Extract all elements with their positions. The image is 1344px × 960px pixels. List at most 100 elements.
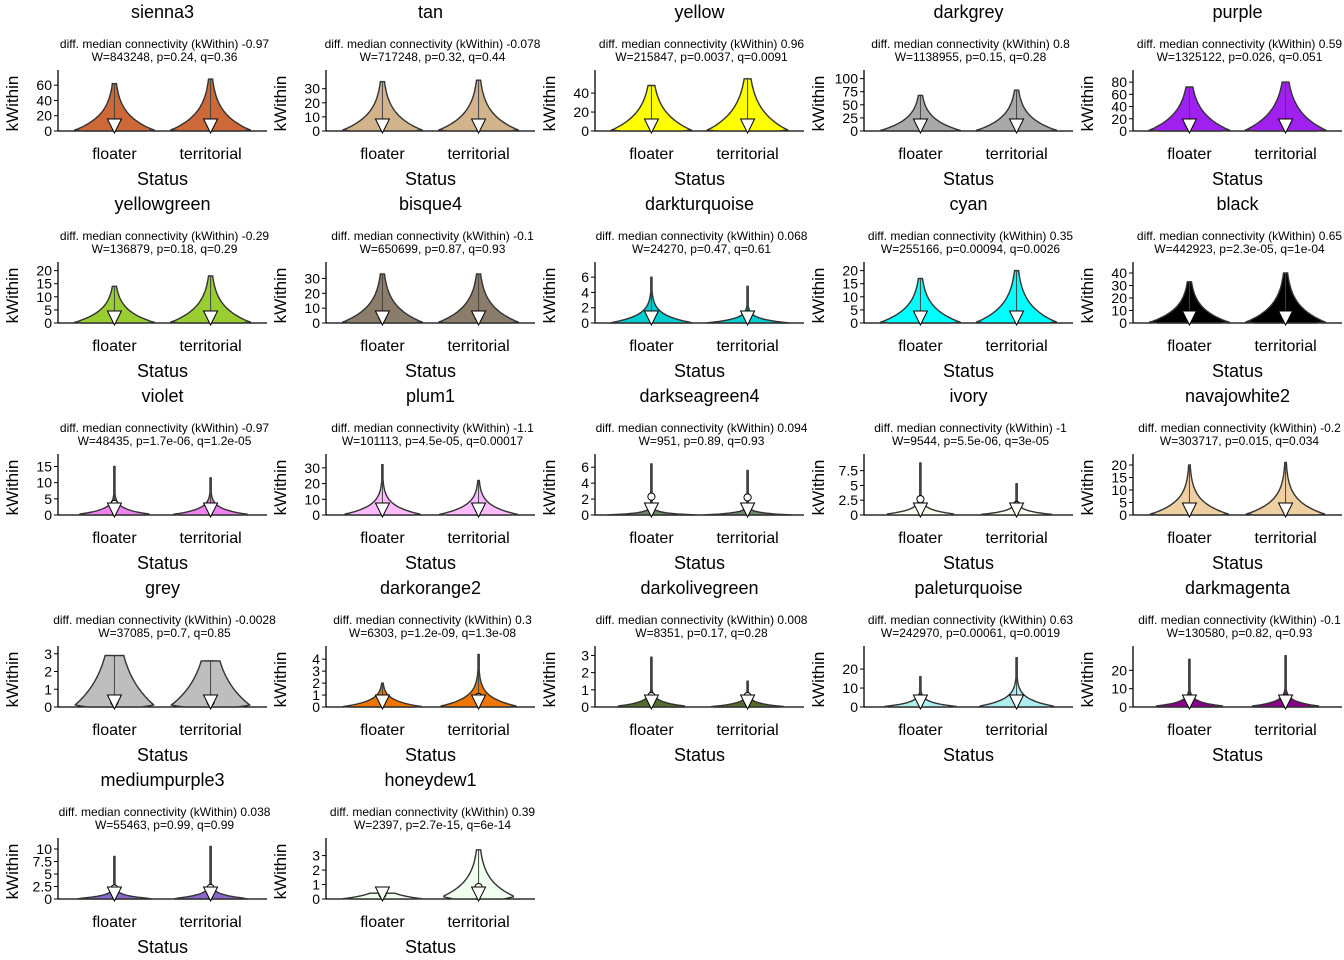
y-tick-label: 10: [36, 841, 52, 857]
y-tick-label: 5: [44, 866, 52, 882]
x-axis-label: Status: [1212, 745, 1263, 765]
y-axis-label: kWithin: [3, 76, 22, 132]
panel-subtitle-test: W=6303, p=1.2e-09, q=1.3e-08: [349, 626, 516, 640]
x-tick-label-floater: floater: [360, 146, 405, 163]
x-axis-label: Status: [1212, 361, 1263, 381]
mean-triangle-floater: [1181, 310, 1198, 327]
panel-subtitle-stat: diff. median connectivity (kWithin) -1.1: [331, 421, 534, 435]
y-tick-label: 0: [44, 123, 52, 139]
panel-subtitle-test: W=37085, p=0.7, q=0.85: [98, 626, 231, 640]
panel-darkmagenta: darkmagenta diff. median connectivity (kW…: [1078, 578, 1342, 765]
y-tick-label: 4: [581, 475, 589, 491]
x-tick-label-territorial: territorial: [1254, 146, 1316, 163]
x-tick-label-territorial: territorial: [179, 722, 241, 739]
x-axis-label: Status: [137, 745, 188, 765]
y-tick-label: 0: [850, 699, 858, 715]
y-tick-label: 0: [44, 507, 52, 523]
x-tick-label-territorial: territorial: [179, 914, 241, 931]
y-axis-label: kWithin: [809, 268, 828, 324]
y-tick-label: 2.5: [33, 879, 53, 895]
y-tick-label: 15: [36, 458, 52, 474]
panel-title: honeydew1: [384, 770, 476, 790]
y-tick-label: 30: [304, 460, 320, 476]
y-tick-label: 0: [312, 891, 320, 907]
y-tick-label: 10: [842, 289, 858, 305]
y-axis-label: kWithin: [271, 76, 290, 132]
panel-title: darkolivegreen: [640, 578, 758, 598]
y-tick-label: 20: [304, 285, 320, 301]
y-tick-label: 6: [581, 269, 589, 285]
mean-triangle-floater: [643, 694, 660, 711]
y-tick-label: 0: [581, 507, 589, 523]
mean-triangle-territorial: [1008, 118, 1025, 135]
panel-mediumpurple3: mediumpurple3 diff. median connectivity (…: [3, 770, 271, 957]
mean-triangle-territorial: [739, 310, 756, 327]
y-tick-label: 0: [1119, 699, 1127, 715]
x-axis-label: Status: [405, 169, 456, 189]
panel-title: sienna3: [131, 2, 194, 22]
y-tick-label: 15: [1111, 470, 1127, 486]
panel-honeydew1: honeydew1 diff. median connectivity (kWit…: [271, 770, 535, 957]
x-tick-label-territorial: territorial: [447, 338, 509, 355]
mean-triangle-territorial: [1277, 502, 1294, 519]
panel-subtitle-test: W=1325122, p=0.026, q=0.051: [1157, 50, 1323, 64]
x-tick-label-floater: floater: [1167, 722, 1212, 739]
panel-subtitle-test: W=48435, p=1.7e-06, q=1.2e-05: [78, 434, 252, 448]
x-tick-label-floater: floater: [92, 146, 137, 163]
x-axis-label: Status: [137, 361, 188, 381]
y-tick-label: 3: [312, 663, 320, 679]
y-axis-label: kWithin: [540, 460, 559, 516]
x-tick-label-territorial: territorial: [985, 146, 1047, 163]
panel-plum1: plum1 diff. median connectivity (kWithin)…: [271, 386, 535, 573]
y-tick-label: 15: [36, 276, 52, 292]
panel-subtitle-test: W=242970, p=0.00061, q=0.0019: [881, 626, 1060, 640]
y-tick-label: 2: [581, 491, 589, 507]
panel-subtitle-stat: diff. median connectivity (kWithin) 0.09…: [596, 421, 808, 435]
mean-triangle-floater: [1181, 118, 1198, 135]
panel-subtitle-test: W=303717, p=0.015, q=0.034: [1160, 434, 1319, 448]
y-tick-label: 30: [1111, 278, 1127, 294]
y-tick-label: 10: [36, 475, 52, 491]
panel-subtitle-test: W=24270, p=0.47, q=0.61: [632, 242, 771, 256]
y-axis-label: kWithin: [809, 76, 828, 132]
panel-ivory: ivory diff. median connectivity (kWithin)…: [809, 386, 1073, 573]
panel-grey: grey diff. median connectivity (kWithin) …: [3, 578, 276, 765]
x-tick-label-floater: floater: [92, 914, 137, 931]
panel-subtitle-test: W=1138955, p=0.15, q=0.28: [895, 50, 1047, 64]
y-tick-label: 100: [835, 71, 859, 87]
y-tick-label: 0: [1119, 123, 1127, 139]
x-tick-label-territorial: territorial: [447, 530, 509, 547]
mean-triangle-territorial: [739, 694, 756, 711]
x-tick-label-territorial: territorial: [447, 914, 509, 931]
y-tick-label: 80: [1111, 74, 1127, 90]
mean-triangle-floater: [643, 502, 660, 519]
panel-subtitle-stat: diff. median connectivity (kWithin) 0.65: [1137, 229, 1343, 243]
mean-triangle-floater: [912, 118, 929, 135]
panel-title: purple: [1212, 2, 1262, 22]
y-axis-label: kWithin: [3, 844, 22, 900]
x-tick-label-territorial: territorial: [1254, 530, 1316, 547]
y-axis-label: kWithin: [1078, 652, 1097, 708]
y-tick-label: 0: [581, 315, 589, 331]
x-tick-label-territorial: territorial: [985, 530, 1047, 547]
y-tick-label: 1: [581, 682, 589, 698]
panel-sienna3: sienna3 diff. median connectivity (kWithi…: [3, 2, 269, 189]
panel-subtitle-stat: diff. median connectivity (kWithin) 0.03…: [59, 805, 271, 819]
mean-triangle-floater: [106, 502, 123, 519]
y-tick-label: 1: [312, 687, 320, 703]
x-tick-label-floater: floater: [1167, 338, 1212, 355]
mean-triangle-floater: [912, 694, 929, 711]
x-tick-label-floater: floater: [360, 722, 405, 739]
x-axis-label: Status: [137, 937, 188, 957]
panel-title: plum1: [406, 386, 455, 406]
y-tick-label: 0: [44, 891, 52, 907]
mean-triangle-floater: [912, 502, 929, 519]
y-tick-label: 10: [842, 680, 858, 696]
y-tick-label: 10: [1111, 681, 1127, 697]
mean-triangle-territorial: [470, 694, 487, 711]
mean-triangle-floater: [1181, 694, 1198, 711]
x-tick-label-territorial: territorial: [179, 146, 241, 163]
panel-darkgrey: darkgrey diff. median connectivity (kWith…: [809, 2, 1073, 189]
mean-triangle-floater: [643, 310, 660, 327]
y-tick-label: 0: [1119, 315, 1127, 331]
